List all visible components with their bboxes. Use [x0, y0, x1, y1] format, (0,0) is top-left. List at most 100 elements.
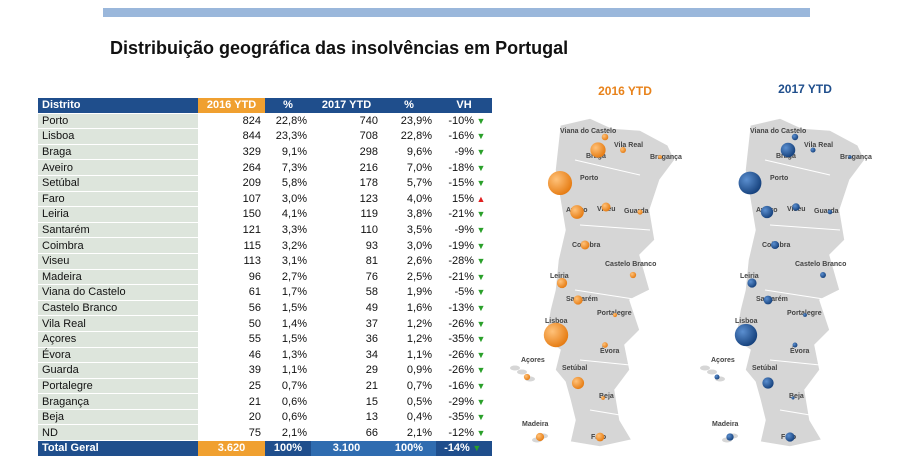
header-cell: %: [265, 98, 311, 114]
trend-arrow: ▼: [476, 412, 486, 423]
cell: 824: [198, 113, 265, 130]
cell: -10% ▼: [436, 113, 492, 130]
cell: 1,5%: [265, 331, 311, 348]
cell-text: 15%: [451, 192, 474, 205]
cell: 37: [311, 315, 382, 332]
bubble: [747, 278, 757, 288]
bubble: [780, 142, 796, 158]
cell: ND: [38, 424, 198, 442]
cell: 0,5%: [382, 393, 436, 410]
cell-text: -26%: [448, 317, 474, 330]
bubble: [620, 147, 626, 153]
cell: 150: [198, 206, 265, 223]
bubble: [629, 271, 637, 279]
header-cell: 2017 YTD: [311, 98, 382, 114]
cell: Portalegre: [38, 378, 198, 395]
cell: -16% ▼: [436, 128, 492, 145]
cell: -26% ▼: [436, 362, 492, 379]
map-label: Leiria: [740, 273, 759, 280]
cell-text: -12%: [448, 426, 474, 439]
bubble: [637, 209, 643, 215]
cell: 3,0%: [265, 191, 311, 208]
table-row: Vila Real 50 1,4% 37 1,2% -26% ▼: [38, 315, 492, 332]
bubble: [602, 342, 608, 348]
trend-arrow: ▼: [476, 349, 486, 360]
header-cell: %: [382, 98, 436, 114]
bubble: [734, 323, 758, 347]
total-cell: Total Geral: [38, 440, 198, 457]
cell-text: -15%: [448, 177, 474, 190]
map-title: 2017 YTD: [778, 82, 832, 96]
map-label: Guarda: [624, 208, 649, 215]
district-border: [579, 359, 631, 366]
map-label: Madeira: [712, 421, 739, 428]
cell: 15% ▲: [436, 191, 492, 208]
table-row: Leiria 150 4,1% 119 3,8% -21% ▼: [38, 206, 492, 223]
table-row: Bragança 21 0,6% 15 0,5% -29% ▼: [38, 393, 492, 410]
trend-arrow: ▼: [476, 287, 486, 298]
bubble: [571, 376, 585, 390]
cell-text: -35%: [448, 333, 474, 346]
bubble: [590, 142, 606, 158]
cell: 2,5%: [382, 269, 436, 286]
cell: Beja: [38, 409, 198, 426]
cell-text: -35%: [448, 411, 474, 424]
map-label: Madeira: [522, 421, 549, 428]
header-cell: Distrito: [38, 98, 198, 114]
cell: 2,1%: [265, 424, 311, 442]
cell: -21% ▼: [436, 206, 492, 223]
cell: 1,1%: [265, 362, 311, 379]
cell: 66: [311, 424, 382, 442]
trend-arrow: ▼: [472, 443, 482, 454]
cell: 1,1%: [382, 347, 436, 364]
cell: 298: [311, 144, 382, 161]
map-label: Vila Real: [614, 142, 643, 149]
cell-text: -14%: [444, 442, 470, 455]
cell: Setúbal: [38, 175, 198, 192]
cell: 75: [198, 424, 265, 442]
district-border: [574, 289, 641, 301]
cell-text: -10%: [448, 114, 474, 127]
cell: Castelo Branco: [38, 300, 198, 317]
table-row: ND 75 2,1% 66 2,1% -12% ▼: [38, 424, 492, 442]
cell: 36: [311, 331, 382, 348]
header-cell: 2016 YTD: [198, 98, 265, 114]
cell: -28% ▼: [436, 253, 492, 270]
cell: Santarém: [38, 222, 198, 239]
map-label: Bragança: [840, 154, 872, 161]
cell: Braga: [38, 144, 198, 161]
cell: 1,3%: [265, 347, 311, 364]
cell: 329: [198, 144, 265, 161]
cell: -9% ▼: [436, 144, 492, 161]
cell: 5,8%: [265, 175, 311, 192]
bubble: [658, 155, 662, 159]
bubble: [535, 432, 545, 442]
cell: 1,4%: [265, 315, 311, 332]
bubble: [848, 155, 852, 159]
trend-arrow: ▲: [476, 193, 486, 204]
cell: 13: [311, 409, 382, 426]
cell: 110: [311, 222, 382, 239]
cell: 0,4%: [382, 409, 436, 426]
bubble: [791, 133, 799, 141]
district-border: [764, 289, 831, 301]
map-title: 2016 YTD: [598, 84, 652, 98]
table-row: Beja 20 0,6% 13 0,4% -35% ▼: [38, 409, 492, 426]
cell-text: -28%: [448, 255, 474, 268]
cell: 15: [311, 393, 382, 410]
table-row: Guarda 39 1,1% 29 0,9% -26% ▼: [38, 362, 492, 379]
trend-arrow: ▼: [476, 380, 486, 391]
cell-text: -16%: [448, 130, 474, 143]
cell: -16% ▼: [436, 378, 492, 395]
trend-arrow: ▼: [476, 365, 486, 376]
cell: 123: [311, 191, 382, 208]
cell: 216: [311, 159, 382, 176]
cell: -19% ▼: [436, 237, 492, 254]
bubble: [570, 205, 584, 219]
cell-text: -29%: [448, 395, 474, 408]
cell: Leiria: [38, 206, 198, 223]
trend-arrow: ▼: [476, 147, 486, 158]
bubble: [792, 203, 800, 211]
